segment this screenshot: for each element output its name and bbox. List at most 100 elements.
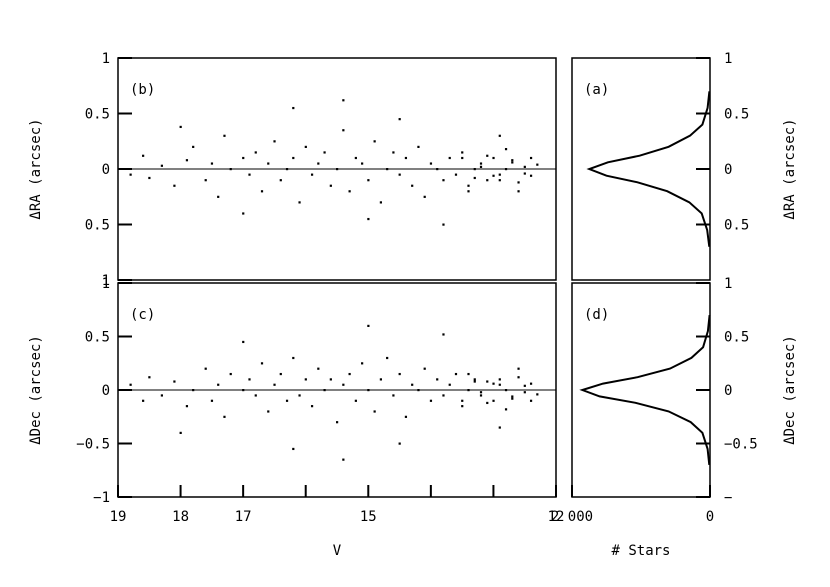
data-point bbox=[529, 174, 533, 177]
y-tick-label: 0 bbox=[102, 162, 110, 178]
data-point bbox=[398, 118, 401, 121]
data-point bbox=[379, 201, 382, 204]
x-tick-label: 2 000 bbox=[551, 509, 593, 525]
data-point bbox=[173, 184, 176, 187]
data-point bbox=[392, 394, 395, 397]
histogram-line bbox=[586, 91, 711, 247]
data-point bbox=[242, 212, 245, 215]
data-point bbox=[367, 179, 370, 182]
x-tick-label: 17 bbox=[235, 509, 252, 525]
data-point bbox=[354, 399, 357, 402]
data-point bbox=[398, 442, 401, 445]
panel-a: (a) ΔRA (arcsec) 0.5 0 0.5 1 bbox=[571, 51, 798, 281]
data-point bbox=[479, 394, 483, 397]
data-point bbox=[304, 378, 307, 381]
data-point bbox=[467, 184, 470, 187]
data-point bbox=[467, 190, 470, 193]
panel-a-label: (a) bbox=[584, 82, 609, 98]
data-point bbox=[529, 382, 533, 385]
data-point bbox=[298, 394, 301, 397]
data-point bbox=[354, 156, 357, 160]
data-point bbox=[411, 184, 414, 187]
data-point bbox=[367, 217, 370, 221]
data-point bbox=[317, 367, 320, 370]
data-point bbox=[142, 399, 145, 402]
data-point bbox=[517, 190, 520, 193]
panel-d-y-ticks: − −0.5 0 0.5 1 bbox=[696, 276, 758, 506]
data-point bbox=[404, 156, 408, 160]
data-point bbox=[423, 195, 426, 198]
data-point bbox=[511, 397, 514, 400]
y-tick-label: 0.5 bbox=[724, 330, 749, 346]
panel-a-y-axis-label: ΔRA (arcsec) bbox=[782, 118, 798, 219]
data-point bbox=[304, 145, 307, 148]
data-point bbox=[342, 99, 345, 102]
data-point bbox=[267, 410, 270, 413]
data-point bbox=[367, 324, 370, 327]
data-point bbox=[229, 372, 232, 376]
data-point bbox=[260, 190, 264, 193]
data-point bbox=[185, 405, 189, 408]
data-point bbox=[498, 173, 501, 176]
data-point bbox=[398, 173, 401, 176]
data-point bbox=[461, 399, 464, 402]
data-point bbox=[342, 383, 345, 386]
data-point bbox=[511, 159, 514, 162]
panel-d-x-axis-label: # Stars bbox=[611, 543, 670, 559]
panel-d-y-axis-label: ΔDec (arcsec) bbox=[782, 335, 798, 445]
data-point bbox=[210, 399, 214, 402]
data-point bbox=[442, 394, 445, 397]
data-point bbox=[461, 405, 464, 408]
data-point bbox=[292, 356, 295, 360]
data-point bbox=[517, 376, 520, 379]
data-point bbox=[486, 380, 489, 383]
data-point bbox=[292, 106, 295, 110]
data-point bbox=[398, 372, 401, 376]
data-point bbox=[267, 162, 270, 165]
data-point bbox=[129, 383, 132, 386]
panel-b-y-axis-label: ΔRA (arcsec) bbox=[28, 118, 44, 219]
data-point bbox=[217, 195, 220, 198]
data-point bbox=[273, 383, 276, 386]
data-point bbox=[242, 340, 245, 344]
data-point bbox=[467, 372, 470, 376]
data-point bbox=[536, 163, 539, 166]
y-tick-label: −1 bbox=[93, 490, 110, 506]
panel-d-x-ticks: 2 000 0 bbox=[551, 485, 714, 525]
data-point bbox=[204, 367, 207, 370]
y-tick-label: 0 bbox=[102, 383, 110, 399]
data-point bbox=[323, 151, 326, 154]
data-point bbox=[511, 161, 514, 164]
data-point bbox=[292, 447, 295, 451]
data-point bbox=[129, 173, 132, 176]
data-point bbox=[461, 151, 464, 154]
y-tick-label: 0.5 bbox=[85, 218, 110, 234]
data-point bbox=[404, 415, 408, 418]
data-point bbox=[498, 179, 501, 182]
y-tick-label: 0.5 bbox=[724, 107, 749, 123]
data-point bbox=[486, 401, 489, 405]
data-point bbox=[379, 378, 382, 381]
data-point bbox=[210, 162, 214, 165]
data-point bbox=[248, 173, 251, 176]
x-tick-label: 15 bbox=[360, 509, 377, 525]
data-point bbox=[373, 410, 376, 413]
data-point bbox=[173, 380, 176, 383]
data-point bbox=[492, 156, 495, 160]
data-point bbox=[486, 179, 489, 182]
data-point bbox=[223, 134, 226, 137]
data-point bbox=[473, 380, 476, 383]
data-point bbox=[442, 179, 445, 182]
data-point bbox=[417, 145, 420, 148]
y-tick-label: 1 bbox=[102, 276, 110, 292]
data-point bbox=[254, 151, 257, 154]
data-point bbox=[329, 378, 332, 381]
data-point bbox=[329, 184, 332, 187]
data-point bbox=[523, 384, 526, 387]
data-point bbox=[523, 391, 526, 394]
data-point bbox=[273, 140, 276, 143]
data-point bbox=[486, 154, 489, 157]
data-point bbox=[454, 173, 458, 176]
data-point bbox=[348, 190, 351, 193]
